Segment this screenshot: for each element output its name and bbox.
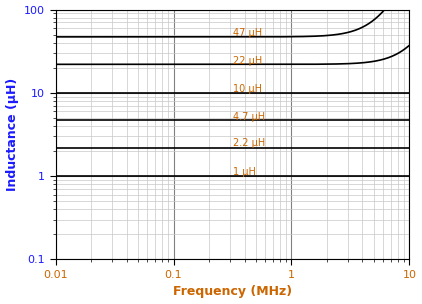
Text: 2.2 μH: 2.2 μH — [233, 138, 265, 148]
Text: 47 μH: 47 μH — [233, 28, 262, 38]
Text: 1 μH: 1 μH — [233, 167, 256, 177]
Text: 4.7 μH: 4.7 μH — [233, 112, 265, 122]
X-axis label: Frequency (MHz): Frequency (MHz) — [173, 285, 292, 299]
Text: 10 μH: 10 μH — [233, 85, 262, 95]
Text: 22 μH: 22 μH — [233, 56, 262, 66]
Y-axis label: Inductance (μH): Inductance (μH) — [5, 78, 19, 191]
